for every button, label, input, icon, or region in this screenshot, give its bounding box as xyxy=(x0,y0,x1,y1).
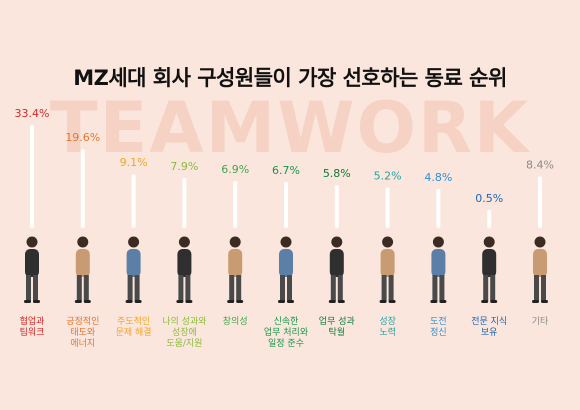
person-with-tote-bag-icon xyxy=(379,236,396,303)
person-with-bag-icon xyxy=(176,236,193,303)
person-in-long-dress-icon xyxy=(278,236,294,303)
value-label-1: 19.6% xyxy=(65,131,100,144)
person-with-beanie-icon xyxy=(125,236,142,303)
person-with-umbrella-icon xyxy=(430,236,447,303)
category-label-10: 기타 xyxy=(532,316,549,327)
bar-7 xyxy=(385,187,390,228)
value-label-4: 6.9% xyxy=(221,163,249,176)
bar-0 xyxy=(30,125,34,228)
category-label-9: 전문 지식 보유 xyxy=(471,316,507,338)
value-label-2: 9.1% xyxy=(120,156,148,169)
bar-2 xyxy=(131,174,136,228)
value-label-10: 8.4% xyxy=(526,158,554,171)
value-label-7: 5.2% xyxy=(374,169,402,182)
bar-3 xyxy=(182,177,187,228)
value-label-9: 0.5% xyxy=(475,192,503,205)
person-in-wide-pants-icon xyxy=(532,236,548,303)
category-label-1: 긍정적인 태도와 에너지 xyxy=(66,315,99,349)
bar-8 xyxy=(436,188,441,228)
person-in-jacket-icon xyxy=(328,236,345,303)
category-label-3: 나의 성과와 성장에 도움/지원 xyxy=(162,315,206,349)
value-label-0: 33.4% xyxy=(15,107,50,120)
value-label-5: 6.7% xyxy=(272,164,300,177)
value-label-3: 7.9% xyxy=(170,160,198,173)
person-with-phone-icon xyxy=(24,236,40,303)
value-label-8: 4.8% xyxy=(424,171,452,184)
category-label-6: 업무 성과 탁월 xyxy=(319,316,355,338)
category-label-5: 신속한 업무 처리와 일정 준수 xyxy=(264,316,308,349)
chart-title: MZ세대 회사 구성원들이 가장 선호하는 동료 순위 xyxy=(73,66,507,90)
watermark-text: TEAMWORK xyxy=(50,87,531,169)
category-label-7: 성장 노력 xyxy=(379,316,396,338)
category-label-4: 창의성 xyxy=(223,316,248,327)
person-with-camera-icon xyxy=(481,236,498,303)
bar-6 xyxy=(334,185,339,228)
bar-10 xyxy=(538,176,542,228)
value-label-6: 5.8% xyxy=(323,167,351,180)
person-in-coat-icon xyxy=(74,236,91,303)
category-label-0: 협업과 팀워크 xyxy=(20,315,45,338)
bar-5 xyxy=(284,181,288,228)
person-posing-icon xyxy=(227,236,244,303)
bar-1 xyxy=(80,149,85,228)
category-label-2: 주도적인 문제 해결 xyxy=(116,315,152,338)
category-label-8: 도전 정신 xyxy=(430,316,447,338)
bar-9 xyxy=(487,210,492,228)
bar-4 xyxy=(233,181,238,228)
